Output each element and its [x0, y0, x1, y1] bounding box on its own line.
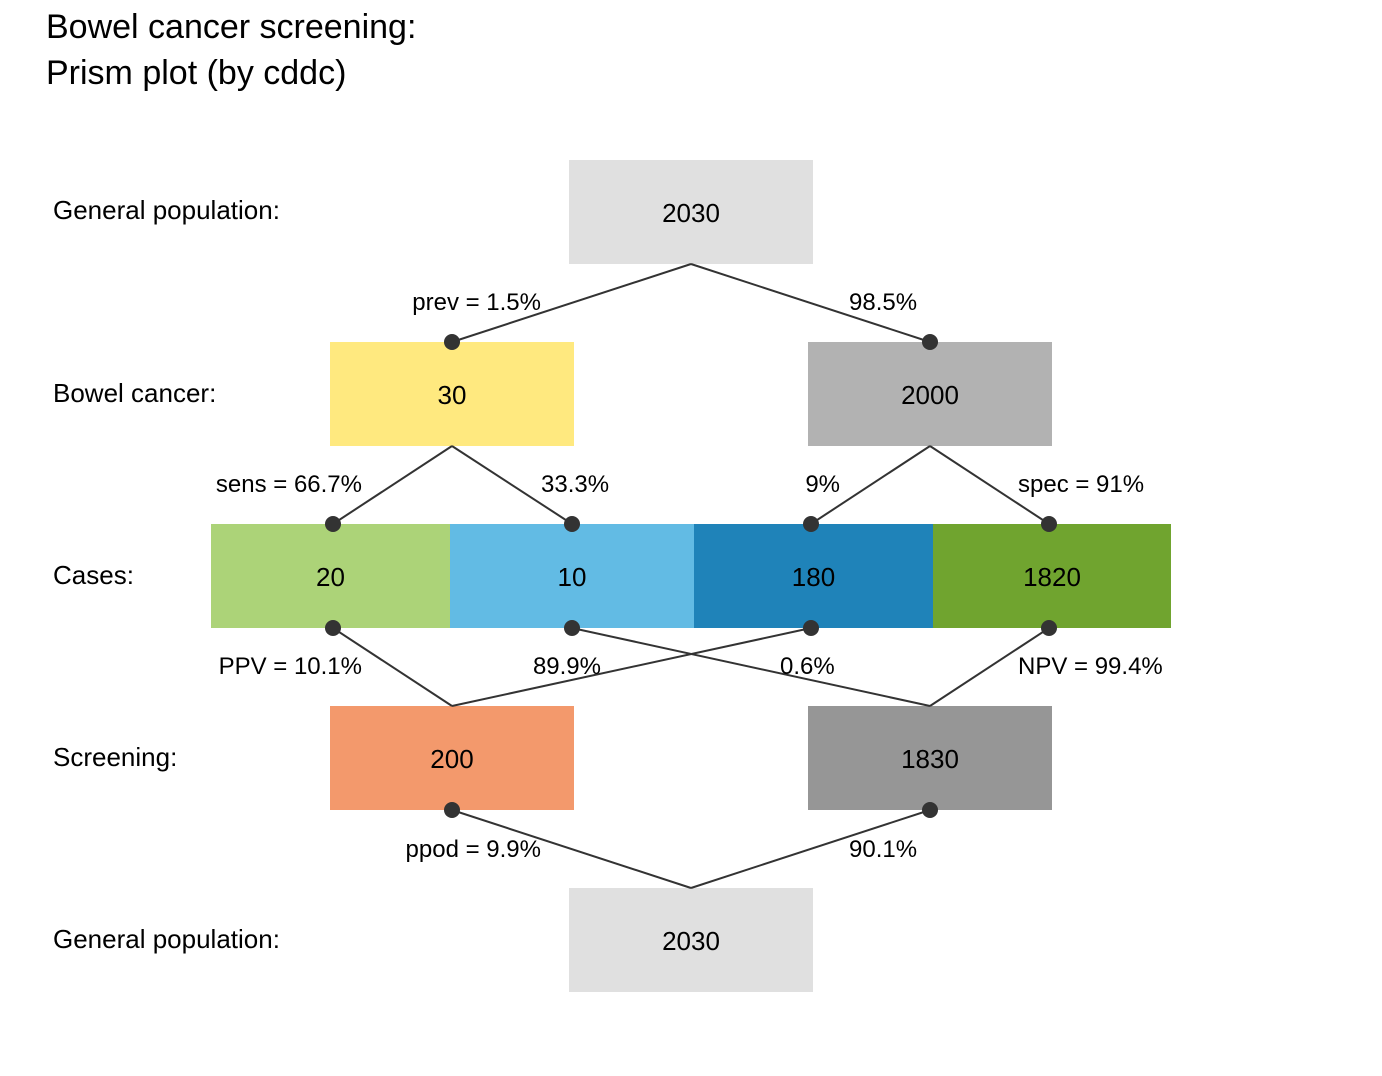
edge-label-prev_c: 98.5% — [849, 289, 917, 316]
edge-dot-mirt — [564, 516, 580, 532]
box-hi — [211, 524, 450, 628]
edge-dot-spec — [1041, 516, 1057, 532]
box-value-mi: 10 — [558, 562, 587, 592]
title-line-2: Prism plot (by cddc) — [46, 54, 347, 92]
box-dec_neg — [808, 706, 1052, 810]
box-value-dec_neg: 1830 — [901, 744, 959, 774]
box-cond_false — [808, 342, 1052, 446]
edge-NPV — [929, 627, 1050, 707]
level-label-dec: Screening: — [53, 742, 177, 772]
edge-FDR — [451, 627, 812, 707]
edge-label-spec: spec = 91% — [1018, 471, 1144, 498]
box-value-dec_pos: 200 — [430, 744, 473, 774]
edge-dot-fart — [803, 516, 819, 532]
edge-label-prev: prev = 1.5% — [412, 289, 541, 316]
edge-label-ppod_c: 90.1% — [849, 836, 917, 863]
edge-dot-prev_c — [922, 334, 938, 350]
level-label-cond: Bowel cancer: — [53, 378, 216, 408]
edge-dot-NPV — [1041, 620, 1057, 636]
edge-prev_c — [690, 263, 931, 343]
box-value-cr: 1820 — [1023, 562, 1081, 592]
box-value-N_top: 2030 — [662, 198, 720, 228]
edge-label-PPV: PPV = 10.1% — [219, 653, 362, 680]
edge-dot-prev — [444, 334, 460, 350]
edge-label-FOR: 89.9% — [533, 653, 601, 680]
level-label-cases: Cases: — [53, 560, 134, 590]
box-N_bottom — [569, 888, 813, 992]
edge-dot-FOR — [564, 620, 580, 636]
box-cond_true — [330, 342, 574, 446]
edge-ppod_c — [690, 809, 931, 889]
edge-ppod — [451, 809, 692, 889]
edge-dot-PPV — [325, 620, 341, 636]
edge-dot-ppod — [444, 802, 460, 818]
edge-mirt — [451, 445, 573, 525]
labels-layer: General population: Bowel cancer: Cases: Sc… — [53, 195, 1163, 956]
edge-PPV — [332, 627, 453, 707]
edge-sens — [332, 445, 453, 525]
edge-label-fart: 9% — [805, 471, 840, 498]
box-value-N_bottom: 2030 — [662, 926, 720, 956]
boxes-layer — [211, 160, 1171, 992]
edge-label-ppod: ppod = 9.9% — [406, 836, 541, 863]
edge-dot-sens — [325, 516, 341, 532]
box-value-fa: 180 — [792, 562, 835, 592]
box-cr — [933, 524, 1171, 628]
box-mi — [450, 524, 694, 628]
edge-fart — [810, 445, 931, 525]
edge-dot-FDR — [803, 620, 819, 636]
box-N_top — [569, 160, 813, 264]
edge-label-sens: sens = 66.7% — [216, 471, 362, 498]
level-label-pop_bottom: General population: — [53, 924, 280, 954]
diagram-title: Bowel cancer screening: Prism plot (by c… — [46, 4, 416, 96]
box-fa — [694, 524, 933, 628]
edge-label-FDR: 0.6% — [780, 653, 835, 680]
edge-FOR — [571, 627, 931, 707]
edge-prev — [451, 263, 692, 343]
edge-dot-ppod_c — [922, 802, 938, 818]
box-dec_pos — [330, 706, 574, 810]
edges-layer — [325, 263, 1057, 889]
level-label-pop_top: General population: — [53, 195, 280, 225]
edge-label-mirt: 33.3% — [541, 471, 609, 498]
edge-spec — [929, 445, 1050, 525]
box-value-hi: 20 — [316, 562, 345, 592]
edge-label-NPV: NPV = 99.4% — [1018, 653, 1163, 680]
title-line-1: Bowel cancer screening: — [46, 8, 417, 46]
box-value-cond_false: 2000 — [901, 380, 959, 410]
box-value-cond_true: 30 — [438, 380, 467, 410]
